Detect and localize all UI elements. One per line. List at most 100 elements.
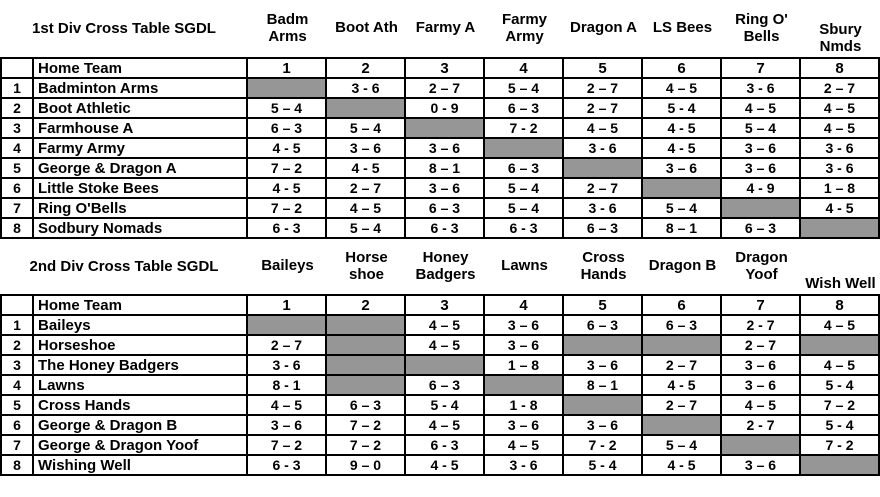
score-cell: 3 – 6 xyxy=(485,316,564,336)
corner-cell xyxy=(2,296,34,316)
home-team-name: Cross Hands xyxy=(34,396,248,416)
score-cell: 3 - 6 xyxy=(327,79,406,99)
column-number: 4 xyxy=(485,296,564,316)
score-cell: 2 – 7 xyxy=(564,79,643,99)
column-number: 5 xyxy=(564,296,643,316)
blank-gray-cell xyxy=(406,356,485,376)
score-cell: 4 – 5 xyxy=(801,99,880,119)
score-cell: 3 – 6 xyxy=(327,139,406,159)
column-header: Boot Ath xyxy=(335,19,398,37)
score-cell: 6 – 3 xyxy=(485,159,564,179)
score-cell: 4 - 5 xyxy=(248,139,327,159)
score-cell: 4 - 5 xyxy=(643,456,722,476)
column-header: Cross Hands xyxy=(580,248,627,283)
score-cell: 4 – 5 xyxy=(248,396,327,416)
column-header: Farmy A xyxy=(415,19,476,37)
corner-cell xyxy=(2,59,34,79)
row-number: 2 xyxy=(2,99,34,119)
blank-gray-cell xyxy=(801,456,880,476)
blank-gray-cell xyxy=(722,199,801,219)
column-number: 4 xyxy=(485,59,564,79)
score-cell: 6 - 3 xyxy=(248,456,327,476)
column-number: 2 xyxy=(327,59,406,79)
score-cell: 3 – 6 xyxy=(722,159,801,179)
score-cell: 6 – 3 xyxy=(248,119,327,139)
blank-gray-cell xyxy=(485,139,564,159)
score-cell: 3 - 6 xyxy=(485,456,564,476)
row-number: 1 xyxy=(2,79,34,99)
score-cell: 6 - 3 xyxy=(406,219,485,239)
score-cell: 5 – 4 xyxy=(643,436,722,456)
home-team-name: Horseshoe xyxy=(34,336,248,356)
score-cell: 6 – 3 xyxy=(564,316,643,336)
score-cell: 3 – 6 xyxy=(406,179,485,199)
column-number: 2 xyxy=(327,296,406,316)
score-cell: 4 - 5 xyxy=(643,139,722,159)
score-cell: 2 – 7 xyxy=(801,79,880,99)
column-header: Baileys xyxy=(261,257,314,275)
score-cell: 4 - 5 xyxy=(801,199,880,219)
column-number: 1 xyxy=(248,59,327,79)
score-cell: 5 - 4 xyxy=(643,99,722,119)
blank-gray-cell xyxy=(801,219,880,239)
column-header: Farmy Army xyxy=(501,10,548,45)
row-number: 8 xyxy=(2,456,34,476)
score-cell: 8 – 1 xyxy=(564,376,643,396)
division-2-cross-table: 2nd Div Cross Table SGDL Baileys Horse sh… xyxy=(0,239,880,476)
score-cell: 4 – 5 xyxy=(643,79,722,99)
score-cell: 7 – 2 xyxy=(327,436,406,456)
score-cell: 5 – 4 xyxy=(485,179,564,199)
blank-gray-cell xyxy=(564,336,643,356)
home-team-name: Wishing Well xyxy=(34,456,248,476)
home-team-name: Farmy Army xyxy=(34,139,248,159)
score-cell: 7 - 2 xyxy=(801,436,880,456)
home-team-name: Sodbury Nomads xyxy=(34,219,248,239)
row-number: 7 xyxy=(2,436,34,456)
row-number: 1 xyxy=(2,316,34,336)
score-cell: 7 - 2 xyxy=(564,436,643,456)
score-cell: 8 – 1 xyxy=(643,219,722,239)
score-cell: 6 – 3 xyxy=(643,316,722,336)
home-team-name: Little Stoke Bees xyxy=(34,179,248,199)
score-cell: 2 – 7 xyxy=(406,79,485,99)
score-cell: 4 - 9 xyxy=(722,179,801,199)
score-cell: 2 – 7 xyxy=(564,179,643,199)
score-cell: 1 - 8 xyxy=(485,396,564,416)
row-number: 7 xyxy=(2,199,34,219)
row-number: 4 xyxy=(2,376,34,396)
blank-gray-cell xyxy=(643,336,722,356)
score-cell: 3 - 6 xyxy=(248,356,327,376)
score-cell: 3 – 6 xyxy=(564,416,643,436)
score-cell: 3 - 6 xyxy=(801,159,880,179)
score-cell: 4 - 5 xyxy=(406,456,485,476)
score-cell: 6 – 3 xyxy=(327,396,406,416)
home-team-name: Farmhouse A xyxy=(34,119,248,139)
score-cell: 4 – 5 xyxy=(722,396,801,416)
blank-gray-cell xyxy=(327,356,406,376)
column-header: Dragon B xyxy=(648,257,717,275)
score-cell: 6 - 3 xyxy=(485,219,564,239)
score-cell: 3 - 6 xyxy=(564,199,643,219)
column-number: 6 xyxy=(643,59,722,79)
score-cell: 7 – 2 xyxy=(248,436,327,456)
blank-gray-cell xyxy=(643,416,722,436)
column-number: 1 xyxy=(248,296,327,316)
score-cell: 3 – 6 xyxy=(722,376,801,396)
score-cell: 5 - 4 xyxy=(801,376,880,396)
row-number: 6 xyxy=(2,416,34,436)
score-cell: 5 – 4 xyxy=(327,119,406,139)
home-team-name: Lawns xyxy=(34,376,248,396)
score-cell: 5 - 4 xyxy=(801,416,880,436)
row-number: 2 xyxy=(2,336,34,356)
column-header: Sbury Nmds xyxy=(819,21,862,56)
blank-gray-cell xyxy=(564,159,643,179)
score-cell: 7 - 2 xyxy=(485,119,564,139)
score-cell: 2 – 7 xyxy=(643,356,722,376)
blank-gray-cell xyxy=(248,316,327,336)
score-cell: 3 - 6 xyxy=(564,139,643,159)
score-cell: 4 – 5 xyxy=(722,99,801,119)
score-cell: 5 – 4 xyxy=(485,199,564,219)
blank-gray-cell xyxy=(327,376,406,396)
